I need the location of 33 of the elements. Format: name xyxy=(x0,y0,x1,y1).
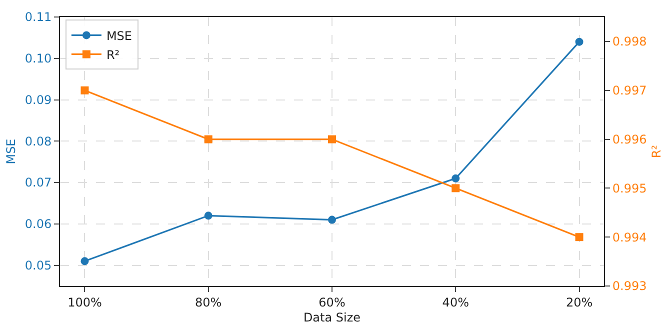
y2-tick-label: 0.993 xyxy=(612,279,647,294)
y-tick-label: 0.11 xyxy=(24,10,52,24)
y-tick-label: 0.09 xyxy=(24,92,52,107)
y2-tick-label: 0.997 xyxy=(612,84,647,98)
y2-tick-label: 0.995 xyxy=(612,181,647,196)
point xyxy=(328,135,336,144)
legend-label: MSE xyxy=(106,28,132,43)
y2-axis-title: R² xyxy=(650,144,664,158)
x-tick-label: 80% xyxy=(195,295,222,310)
point xyxy=(80,257,89,266)
y-tick-label: 0.10 xyxy=(24,52,52,66)
x-tick-label: 40% xyxy=(442,295,469,310)
point xyxy=(452,184,460,192)
x-axis-title: Data Size xyxy=(303,310,361,324)
y2-tick-label: 0.996 xyxy=(612,132,647,146)
y-axis-title: MSE xyxy=(4,138,18,164)
point xyxy=(80,86,89,94)
point xyxy=(575,38,584,46)
point xyxy=(204,212,212,220)
legend-label: R² xyxy=(106,48,120,62)
point xyxy=(452,174,460,182)
x-tick-label: 100% xyxy=(68,295,102,310)
point xyxy=(575,233,584,242)
point xyxy=(328,216,336,224)
y-tick-label: 0.08 xyxy=(24,134,52,148)
x-tick-label: 60% xyxy=(318,295,346,310)
point xyxy=(204,135,212,144)
y-tick-label: 0.05 xyxy=(24,258,52,273)
x-tick-label: 20% xyxy=(566,295,593,310)
y-tick-label: 0.06 xyxy=(24,217,52,232)
y-tick-label: 0.07 xyxy=(24,176,52,190)
y2-tick-label: 0.994 xyxy=(612,230,647,244)
y2-tick-label: 0.998 xyxy=(612,34,647,49)
